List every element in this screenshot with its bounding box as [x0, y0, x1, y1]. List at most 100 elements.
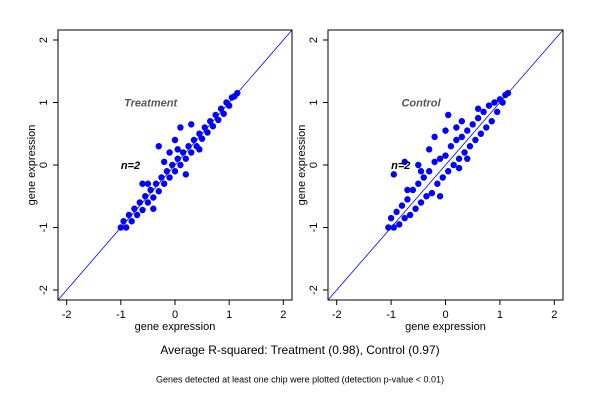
- point: [425, 146, 433, 153]
- point: [447, 143, 455, 150]
- point: [466, 143, 474, 150]
- point: [436, 193, 444, 200]
- point: [174, 146, 181, 153]
- point: [431, 133, 438, 141]
- point: [485, 102, 493, 109]
- point: [401, 158, 408, 166]
- panel-title: Treatment: [124, 98, 178, 110]
- point: [445, 111, 452, 119]
- y-tick-label: 2: [38, 37, 50, 43]
- caption: Average R-squared: Treatment (0.98), Con…: [160, 343, 439, 357]
- point: [458, 118, 466, 125]
- point: [469, 121, 476, 128]
- point: [442, 152, 449, 159]
- point: [209, 123, 217, 130]
- point: [387, 214, 395, 222]
- identity-line: [327, 29, 564, 301]
- point: [420, 174, 427, 181]
- y-tick-label: -1: [308, 223, 320, 233]
- y-tick-label: 2: [308, 37, 320, 43]
- point: [412, 205, 419, 212]
- y-tick-label: -2: [38, 285, 50, 295]
- point: [133, 211, 141, 219]
- point: [150, 205, 157, 212]
- point: [123, 224, 130, 231]
- identity-line: [57, 29, 293, 301]
- point: [488, 118, 495, 125]
- y-tick-label: 1: [38, 99, 50, 105]
- point: [453, 124, 460, 131]
- point: [406, 211, 414, 219]
- point: [150, 194, 157, 201]
- point: [461, 149, 468, 156]
- point: [166, 149, 173, 156]
- point: [128, 218, 135, 225]
- point: [160, 180, 168, 187]
- point: [491, 99, 498, 106]
- point: [464, 155, 471, 162]
- point: [393, 208, 400, 216]
- point: [215, 116, 222, 124]
- point: [464, 127, 471, 134]
- point: [396, 221, 403, 228]
- point: [155, 188, 162, 195]
- x-tick-label: -1: [116, 309, 126, 321]
- point: [436, 155, 444, 162]
- point: [404, 186, 411, 194]
- point: [458, 133, 466, 141]
- point: [177, 161, 184, 169]
- point: [434, 180, 441, 187]
- point: [139, 206, 146, 214]
- panel-title: Control: [401, 98, 441, 110]
- point: [139, 180, 146, 187]
- point: [144, 180, 152, 187]
- footnote: Genes detected at least one chip were pl…: [156, 374, 444, 384]
- point: [455, 155, 463, 162]
- y-tick-label: -2: [308, 285, 320, 295]
- x-tick-label: 0: [172, 309, 178, 321]
- point: [204, 129, 211, 136]
- annotation: n=2: [391, 160, 410, 172]
- x-tick-label: 2: [551, 309, 557, 321]
- point: [431, 158, 438, 166]
- point: [401, 214, 408, 222]
- point: [409, 186, 417, 194]
- y-tick-label: 1: [308, 99, 320, 105]
- y-tick-label: 0: [308, 162, 320, 168]
- point: [415, 161, 422, 169]
- point: [442, 127, 449, 134]
- point: [188, 121, 195, 128]
- point: [480, 108, 487, 116]
- point: [188, 149, 195, 156]
- point: [196, 146, 203, 153]
- x-tick-label: 1: [497, 309, 503, 321]
- x-tick-label: 1: [226, 309, 232, 321]
- point: [474, 105, 482, 112]
- point: [417, 199, 425, 206]
- point: [177, 124, 184, 131]
- point: [182, 171, 190, 178]
- point: [171, 168, 179, 175]
- point: [166, 174, 173, 181]
- point: [198, 135, 206, 142]
- point: [404, 196, 411, 203]
- point: [160, 158, 168, 166]
- point: [425, 168, 433, 175]
- x-axis-label: gene expression: [135, 321, 216, 333]
- point: [483, 124, 490, 131]
- point: [220, 110, 227, 117]
- point: [423, 193, 430, 200]
- point: [474, 114, 482, 122]
- x-tick-label: -1: [386, 309, 396, 321]
- x-tick-label: 0: [442, 309, 448, 321]
- point: [155, 143, 162, 150]
- point: [415, 180, 422, 187]
- point: [428, 189, 436, 197]
- point: [445, 168, 452, 175]
- point: [390, 171, 398, 178]
- y-axis-label: gene expression: [26, 125, 38, 206]
- point: [450, 161, 457, 169]
- x-tick-label: -2: [62, 309, 72, 321]
- point: [477, 130, 485, 137]
